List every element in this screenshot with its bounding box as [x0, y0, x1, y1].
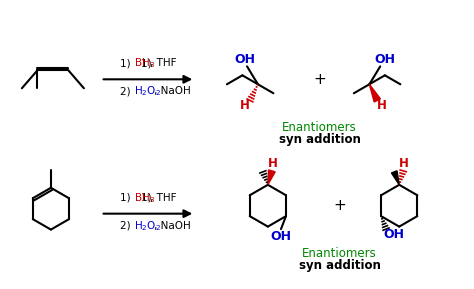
Text: syn addition: syn addition: [299, 259, 381, 272]
Text: H$_2$O$_2$: H$_2$O$_2$: [134, 219, 161, 233]
Text: 1): 1): [141, 58, 155, 68]
Text: syn addition: syn addition: [279, 133, 361, 146]
Text: Enantiomers: Enantiomers: [282, 121, 357, 134]
Text: , THF: , THF: [150, 193, 176, 203]
Text: OH: OH: [235, 53, 255, 66]
Text: , THF: , THF: [150, 58, 176, 68]
Text: Enantiomers: Enantiomers: [302, 247, 377, 260]
Text: BH$_3$: BH$_3$: [134, 191, 155, 205]
Text: H: H: [399, 158, 409, 171]
Text: OH: OH: [383, 227, 404, 240]
Text: , NaOH: , NaOH: [154, 86, 191, 96]
Text: 1): 1): [141, 193, 155, 203]
Text: H: H: [240, 99, 250, 112]
Polygon shape: [392, 171, 399, 185]
Polygon shape: [268, 170, 275, 185]
Text: OH: OH: [374, 53, 396, 66]
Text: BH$_3$: BH$_3$: [134, 56, 155, 70]
Text: , NaOH: , NaOH: [154, 221, 191, 231]
Text: 1): 1): [120, 58, 134, 68]
Text: H: H: [377, 99, 387, 112]
Text: 2): 2): [120, 221, 134, 231]
Text: OH: OH: [271, 229, 292, 242]
Text: +: +: [313, 72, 326, 87]
Polygon shape: [369, 84, 381, 102]
Text: +: +: [333, 198, 346, 213]
Text: H$_2$O$_2$: H$_2$O$_2$: [134, 84, 161, 98]
Text: H: H: [268, 158, 278, 171]
Text: 2): 2): [120, 86, 134, 96]
Text: 1): 1): [120, 193, 134, 203]
